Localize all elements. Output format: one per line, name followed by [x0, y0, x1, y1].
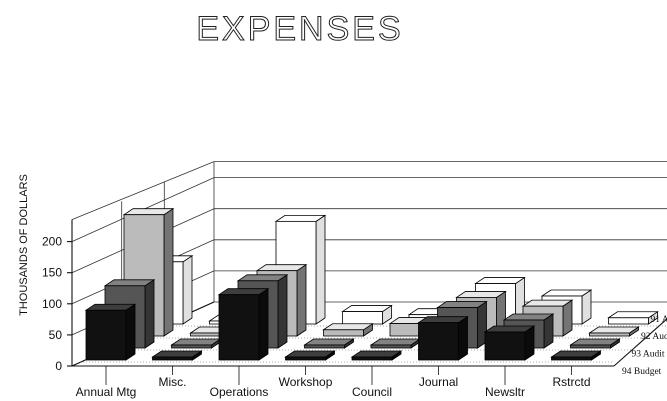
bar-93-audit-workshop — [303, 338, 355, 349]
y-tick-label: 100 — [42, 297, 62, 311]
y-tick-label: 200 — [42, 235, 62, 249]
category-label-rstrctd: Rstrctd — [552, 375, 590, 389]
category-label-council: Council — [352, 385, 392, 399]
bar-94-budget-rstrctd — [550, 350, 602, 361]
series-label-92-audit: 92 Audit — [641, 332, 667, 342]
category-labels: Annual Mtg Misc. Operations Workshop Council… — [76, 366, 591, 399]
bar-94-budget-workshop — [284, 350, 336, 361]
bar-93-audit-misc — [170, 338, 222, 349]
series-labels: 94 Budget 93 Audit 92 Audit 91 Audit — [622, 315, 667, 377]
y-tick-label: 0 — [55, 359, 62, 373]
y-axis-label: THOUSANDS OF DOLLARS — [18, 174, 30, 316]
bar-91-audit-workshop — [341, 304, 393, 325]
category-label-annual-mtg: Annual Mtg — [76, 385, 137, 399]
bar-93-audit-council — [369, 338, 422, 349]
category-label-newsltr: Newsltr — [485, 385, 525, 399]
bar-94-budget-newsltr — [483, 325, 536, 361]
bar-94-budget-operations — [217, 287, 270, 361]
y-tick-label: 50 — [49, 328, 63, 342]
category-label-misc: Misc. — [159, 375, 187, 389]
bar-92-audit-rstrctd — [588, 326, 640, 337]
bar-94-budget-council — [350, 350, 403, 361]
series-label-91-audit: 91 Audit — [651, 315, 667, 325]
series-label-94-budget: 94 Budget — [622, 367, 662, 377]
bar-93-audit-rstrctd — [569, 338, 621, 349]
y-tick-label: 150 — [42, 266, 62, 280]
y-tick-labels: 0 50 100 150 200 — [42, 235, 72, 373]
category-label-journal: Journal — [419, 375, 458, 389]
category-label-operations: Operations — [210, 385, 269, 399]
category-label-workshop: Workshop — [279, 375, 333, 389]
side-wall-top — [71, 161, 215, 220]
bar-91-audit-rstrctd — [607, 311, 659, 325]
bar-marks — [84, 207, 659, 361]
series-label-93-audit: 93 Audit — [632, 350, 665, 360]
bar-94-budget-journal — [417, 315, 469, 361]
bar-92-audit-workshop — [322, 323, 374, 337]
chart-title: EXPENSES — [196, 10, 403, 48]
bar-94-budget-misc — [151, 350, 203, 361]
depth-axis-right — [613, 318, 667, 367]
bar-94-budget-annual-mtg — [84, 303, 137, 361]
